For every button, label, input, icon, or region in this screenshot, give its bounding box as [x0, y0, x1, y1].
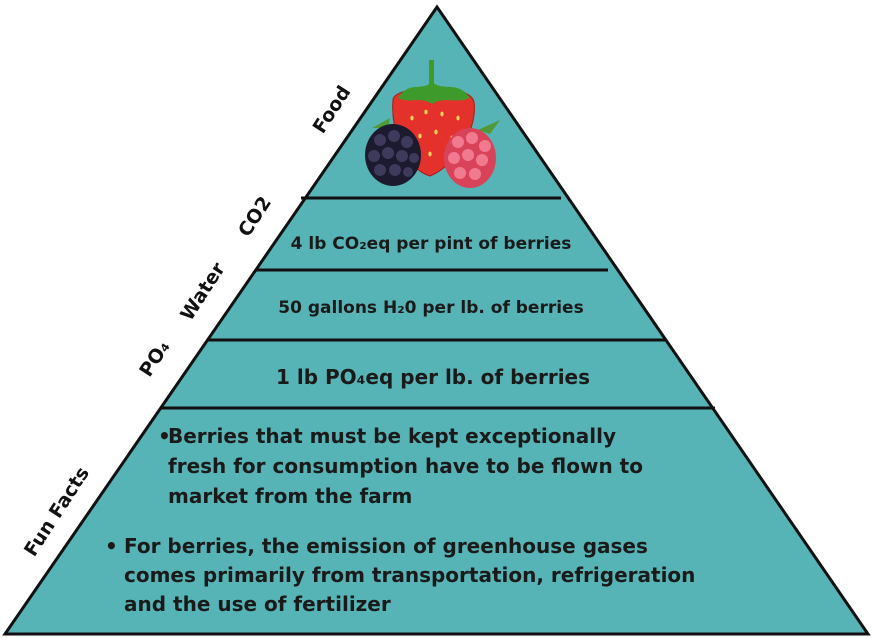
fun-fact-1-bullet: • — [158, 424, 171, 448]
fun-fact-2-line-1: For berries, the emission of greenhouse … — [124, 534, 648, 558]
fun-fact-1-line-2: fresh for consumption have to be flown t… — [168, 454, 643, 478]
blackberry-icon — [365, 118, 421, 186]
fun-fact-1: • Berries that must be kept exceptionall… — [158, 424, 643, 508]
berries-icon — [365, 60, 500, 188]
fun-fact-2: • For berries, the emission of greenhous… — [105, 534, 695, 616]
fun-fact-2-line-3: and the use of fertilizer — [124, 592, 391, 616]
side-label-food: Food — [309, 82, 356, 138]
fun-fact-1-line-3: market from the farm — [168, 484, 412, 508]
tier-po4-text: 1 lb PO₄eq per lb. of berries — [276, 365, 590, 389]
tier-co2-text: 4 lb CO₂eq per pint of berries — [291, 234, 572, 254]
side-label-water: Water — [176, 258, 230, 325]
pyramid-shape — [2, 4, 871, 636]
fun-fact-1-line-1: Berries that must be kept exceptionally — [168, 424, 616, 448]
side-label-co2: CO2 — [234, 193, 276, 241]
side-label-po4: PO₄ — [135, 337, 174, 381]
raspberry-icon — [444, 120, 500, 188]
fun-fact-2-line-2: comes primarily from transportation, ref… — [124, 563, 695, 587]
tier-water-text: 50 gallons H₂0 per lb. of berries — [278, 298, 583, 318]
fun-fact-2-bullet: • — [105, 534, 118, 558]
